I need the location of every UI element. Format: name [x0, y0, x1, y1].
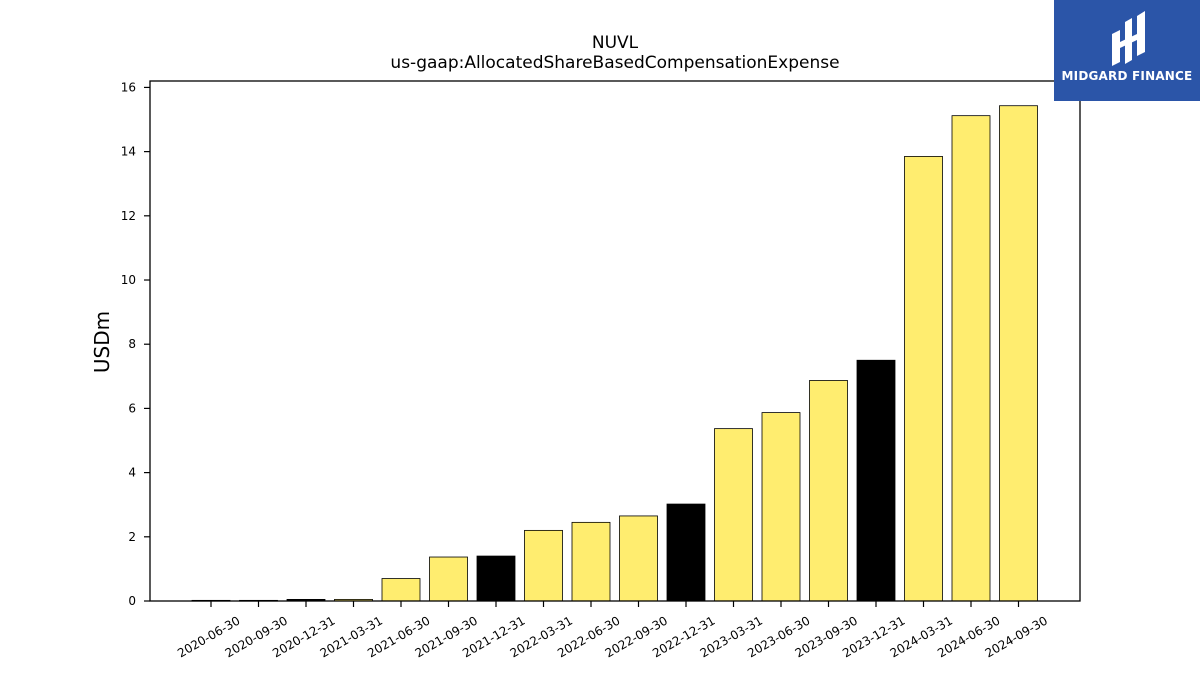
bar-2021-09-30 — [429, 556, 468, 602]
bar-2024-06-30 — [951, 115, 991, 602]
plot-frame — [149, 80, 1081, 602]
bar-2023-12-31 — [856, 359, 896, 602]
y-tick-label: 12 — [121, 209, 136, 223]
chart-title: NUVL — [592, 33, 639, 53]
bar-2021-12-31 — [476, 555, 516, 602]
bar-2024-09-30 — [999, 105, 1038, 602]
bar-2023-06-30 — [761, 412, 801, 602]
y-axis-label: USDm — [90, 311, 114, 373]
bar-2023-03-31 — [714, 428, 753, 602]
bar-2024-03-31 — [904, 156, 943, 602]
y-tick-label: 8 — [128, 337, 136, 351]
y-tick-label: 6 — [128, 401, 136, 415]
bar-2022-06-30 — [571, 521, 611, 602]
chart-subtitle: us-gaap:AllocatedShareBasedCompensationE… — [390, 53, 839, 73]
logo-mark-icon — [1112, 11, 1145, 66]
y-tick-label: 10 — [121, 273, 136, 287]
midgard-finance-logo: MIDGARD FINANCE — [1054, 0, 1200, 101]
y-tick-label: 14 — [121, 145, 136, 159]
y-tick-label: 2 — [128, 530, 136, 544]
y-tick-label: 4 — [128, 466, 136, 480]
bar-2023-09-30 — [809, 380, 848, 602]
logo-name: MIDGARD FINANCE — [1061, 69, 1193, 83]
y-tick-label: 16 — [121, 80, 136, 94]
bar-2021-06-30 — [381, 578, 421, 602]
bar-2022-12-31 — [666, 503, 706, 602]
bar-2022-03-31 — [524, 529, 563, 602]
y-tick-label: 0 — [128, 594, 136, 608]
bar-2022-09-30 — [619, 515, 658, 602]
